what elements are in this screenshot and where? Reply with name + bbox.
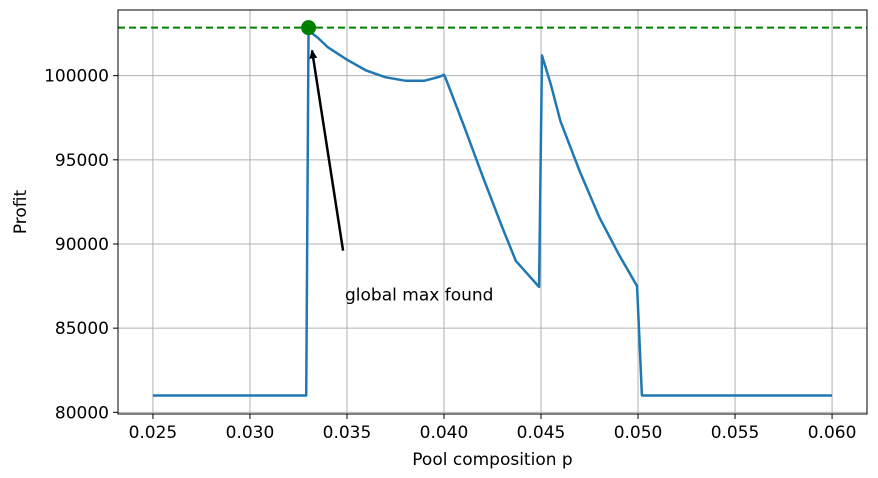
x-tick-label: 0.055 — [711, 423, 760, 443]
plot-frame — [117, 9, 868, 415]
annotation-arrow — [309, 49, 345, 251]
global-max-marker — [301, 20, 317, 36]
x-axis-label: Pool composition p — [412, 450, 572, 470]
profit-series-line — [152, 26, 833, 397]
grid — [118, 10, 867, 414]
x-tick-label: 0.035 — [323, 423, 372, 443]
ticks: 0.025 0.030 0.035 0.040 0.045 0.050 0.055 0.060… — [44, 67, 856, 443]
x-tick-label: 0.040 — [420, 423, 469, 443]
y-tick-label: 90000 — [55, 235, 109, 255]
x-tick-label: 0.030 — [226, 423, 275, 443]
marker-layer — [301, 20, 317, 36]
y-tick-label: 100000 — [44, 67, 109, 87]
annotation-label: global max found — [345, 285, 493, 305]
x-tick-label: 0.045 — [517, 423, 566, 443]
y-axis-label: Profit — [11, 189, 31, 234]
y-tick-label: 95000 — [55, 151, 109, 171]
x-tick-label: 0.060 — [808, 423, 857, 443]
x-tick-label: 0.050 — [614, 423, 663, 443]
annotation-layer: global max found — [309, 49, 493, 305]
x-tick-label: 0.025 — [129, 423, 178, 443]
y-tick-label: 80000 — [55, 403, 109, 423]
y-tick-label: 85000 — [55, 319, 109, 339]
series-layer — [152, 26, 833, 397]
